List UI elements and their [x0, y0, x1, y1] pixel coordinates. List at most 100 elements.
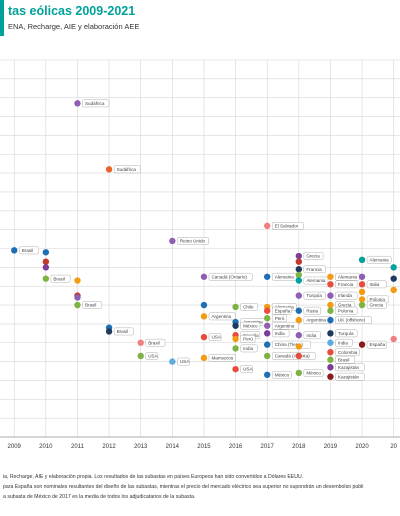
footnote-line: ia, Recharge, AIE y elaboración propia. … [3, 474, 304, 480]
data-point [74, 100, 81, 107]
data-point [263, 315, 271, 322]
point-label-box [303, 369, 324, 377]
data-point [327, 307, 334, 314]
point-label-box [177, 357, 190, 366]
data-point [200, 313, 208, 320]
data-point [232, 335, 239, 343]
data-point [295, 332, 303, 339]
point-label: Brasil [22, 248, 34, 253]
point-label: Perú [243, 337, 253, 342]
point-label: Alemania [275, 274, 295, 279]
point-label-box [19, 246, 39, 255]
point-label: Argentina [211, 314, 231, 319]
data-point [295, 292, 303, 299]
point-label-box [303, 276, 329, 285]
point-label: Polonia [370, 297, 386, 302]
point-label: India [275, 331, 285, 336]
point-label-box [271, 321, 299, 330]
point-label: Rusia [306, 308, 318, 313]
x-tick-label: 2012 [102, 444, 116, 450]
point-label: Kazajistán [338, 374, 360, 379]
point-label-box [240, 365, 253, 373]
point-label-box [145, 352, 159, 360]
data-point [232, 303, 239, 311]
chart-title: tas eólicas 2009-2021 [8, 4, 136, 18]
point-label-box [145, 338, 166, 347]
x-tick-label: 2020 [355, 444, 369, 450]
point-label: Reino Unido [180, 239, 206, 244]
point-label: Chile [243, 305, 254, 310]
point-label: India [306, 333, 316, 338]
point-label: España [370, 342, 386, 347]
point-label: Canadá (Ontario) [211, 274, 247, 279]
point-label-box [113, 165, 141, 174]
point-label-box [303, 291, 326, 300]
x-tick-label: 2019 [324, 444, 338, 450]
point-label-box [82, 99, 110, 108]
point-label: Grecia [370, 303, 384, 308]
point-label-box [240, 321, 261, 330]
point-label: USA [148, 354, 158, 359]
point-label-box [177, 237, 209, 245]
data-point [295, 252, 303, 260]
point-label-box [335, 306, 358, 315]
data-point [263, 341, 271, 348]
point-label-box [208, 333, 222, 341]
data-point [263, 307, 271, 314]
point-label-box [271, 306, 292, 315]
data-point [390, 264, 397, 271]
footnotes: ia, Recharge, AIE y elaboración propia. … [3, 472, 400, 502]
point-label-box [303, 306, 321, 315]
point-label: USA [180, 359, 190, 364]
point-label-box [271, 352, 316, 360]
point-label-box [240, 335, 256, 343]
data-point [295, 316, 303, 324]
point-label-box [303, 265, 326, 274]
x-tick-label: 2017 [261, 444, 275, 450]
point-label: Sudáfrica [117, 167, 137, 172]
point-label: México [275, 372, 290, 377]
data-point [358, 273, 366, 280]
point-label-box [303, 252, 324, 260]
point-label: Turquía [338, 331, 354, 336]
point-label: Alemania [306, 278, 326, 283]
point-label-box [271, 222, 304, 230]
data-point [358, 341, 366, 348]
x-tick-label: 2009 [8, 444, 22, 450]
point-label-box [335, 329, 358, 338]
x-tick-label: 20 [390, 444, 397, 450]
data-point [327, 330, 334, 337]
point-label-box [271, 314, 287, 323]
point-label: Alemania [338, 274, 358, 279]
point-label-box [366, 301, 387, 309]
data-point [327, 316, 334, 324]
data-point [263, 371, 271, 378]
data-point [295, 343, 303, 350]
point-label: Turquía [306, 293, 322, 298]
point-label: Grecia [338, 303, 352, 308]
data-point [327, 273, 334, 280]
data-point [263, 273, 271, 280]
point-label: Marruecos [211, 355, 233, 360]
point-label-box [366, 280, 387, 289]
title-accent-bar [0, 0, 4, 36]
x-tick-label: 2018 [292, 444, 306, 450]
point-label: UK (offshore) [338, 318, 366, 323]
point-label-box [271, 329, 290, 338]
data-point [232, 365, 239, 373]
point-label-box [208, 272, 253, 281]
data-point [295, 266, 303, 273]
point-label-box [335, 280, 358, 289]
data-point [390, 335, 397, 343]
point-label: México [243, 323, 258, 328]
x-tick-label: 2013 [134, 444, 148, 450]
point-label: Kazajistán [338, 365, 360, 370]
point-label: Brasil [53, 276, 65, 281]
point-label-box [335, 355, 355, 364]
point-label-box [113, 327, 134, 336]
x-tick-label: 2010 [39, 444, 53, 450]
point-label: El Salvador [275, 223, 299, 228]
point-label-box [335, 372, 365, 381]
point-label: Italia [370, 282, 380, 287]
